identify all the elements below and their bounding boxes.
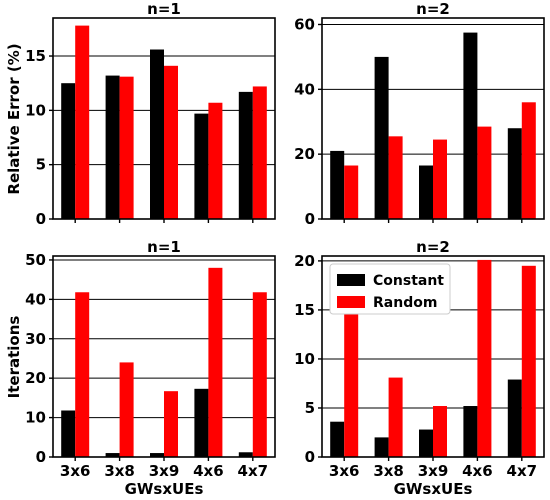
bar-constant-3x6	[330, 421, 345, 457]
y-tick-label: 0	[305, 448, 315, 466]
bar-constant-4x7	[507, 128, 522, 219]
bar-random-4x7	[252, 86, 267, 220]
bar-constant-4x6	[194, 388, 209, 457]
bar-random-3x6	[344, 307, 359, 457]
x-tick-label: 4x7	[507, 462, 538, 480]
bar-random-3x9	[164, 65, 178, 219]
bar-constant-4x7	[507, 379, 522, 457]
x-tick-label: 3x9	[149, 462, 180, 480]
y-axis-label-bottom: Iterations	[5, 316, 23, 399]
bar-constant-3x9	[419, 165, 433, 219]
y-tick-label: 30	[25, 330, 46, 348]
y-tick-label: 15	[294, 301, 315, 319]
bar-constant-3x6	[61, 83, 76, 220]
x-tick-label: 3x9	[418, 462, 449, 480]
y-tick-label: 10	[294, 350, 315, 368]
y-tick-label: 10	[25, 101, 46, 119]
legend-label-constant: Constant	[373, 273, 444, 289]
bar-constant-4x6	[463, 32, 478, 219]
y-tick-label: 0	[36, 448, 46, 466]
x-tick-label: 4x7	[238, 462, 269, 480]
bar-constant-4x6	[463, 406, 478, 457]
y-tick-label: 5	[36, 156, 46, 174]
x-tick-label: 3x8	[104, 462, 135, 480]
y-tick-label: 20	[294, 252, 315, 270]
bar-random-3x8	[388, 136, 403, 219]
bar-random-3x6	[344, 165, 359, 219]
bar-constant-3x8	[374, 437, 389, 457]
bar-constant-3x8	[105, 453, 120, 457]
bar-random-4x6	[208, 102, 223, 219]
bar-random-4x7	[521, 102, 536, 219]
bar-random-4x6	[477, 126, 492, 219]
bar-constant-3x9	[150, 453, 164, 457]
x-tick-label: 4x6	[462, 462, 493, 480]
y-tick-label: 20	[294, 145, 315, 163]
x-tick-label: 3x8	[373, 462, 404, 480]
y-tick-label: 5	[305, 399, 315, 417]
y-tick-label: 0	[305, 210, 315, 228]
bar-random-3x6	[75, 292, 90, 457]
bar-random-3x8	[119, 76, 134, 219]
y-tick-label: 0	[36, 210, 46, 228]
bar-constant-3x6	[61, 410, 76, 457]
panel-title: n=1	[147, 0, 181, 18]
bar-constant-3x6	[330, 150, 345, 219]
bar-constant-3x9	[150, 49, 164, 220]
panel-title: n=2	[416, 238, 450, 256]
bar-random-3x6	[75, 25, 90, 219]
bar-random-3x9	[433, 406, 447, 457]
y-tick-label: 40	[25, 290, 46, 308]
panel-top-right: 0 20 40 60 n=2	[294, 0, 545, 228]
bar-random-3x8	[119, 362, 134, 457]
y-axis-label-top: Relative Error (%)	[5, 43, 23, 194]
x-axis-label: GWsxUEs	[394, 480, 473, 498]
bar-constant-3x9	[419, 429, 433, 457]
bar-random-4x6	[208, 267, 223, 457]
bar-random-3x9	[433, 139, 447, 219]
panel-bottom-right: 3x6 3x8 3x9 4x6 4x7 0 5 10 15 20 n=2 GWsxUEs Constan…	[294, 238, 545, 498]
panel-top-left: 0 5 10 15 n=1	[25, 0, 276, 228]
x-tick-label: 3x6	[329, 462, 360, 480]
y-tick-label: 50	[25, 251, 46, 269]
x-tick-label: 3x6	[60, 462, 91, 480]
bar-random-4x7	[252, 292, 267, 457]
y-tick-label: 20	[25, 369, 46, 387]
bar-constant-4x7	[238, 91, 253, 219]
bar-constant-4x6	[194, 113, 209, 219]
y-tick-label: 10	[25, 409, 46, 427]
legend-swatch-random	[337, 296, 365, 308]
x-tick-label: 4x6	[193, 462, 224, 480]
y-tick-label: 60	[294, 15, 315, 33]
bar-random-4x6	[477, 259, 492, 457]
y-tick-label: 15	[25, 47, 46, 65]
bar-random-3x8	[388, 377, 403, 457]
panel-bottom-left: 3x6 3x8 3x9 4x6 4x7 0 10 20 30 40 50 n=1 GWsxUEs	[25, 238, 276, 498]
panel-title: n=1	[147, 238, 181, 256]
y-tick-label: 40	[294, 80, 315, 98]
legend: Constant Random	[329, 263, 451, 315]
legend-swatch-constant	[337, 274, 365, 286]
x-axis-label: GWsxUEs	[125, 480, 204, 498]
bar-constant-3x8	[374, 56, 389, 219]
bar-constant-3x8	[105, 75, 120, 219]
bar-random-3x9	[164, 391, 178, 457]
panel-title: n=2	[416, 0, 450, 18]
bar-random-4x7	[521, 265, 536, 457]
bar-constant-4x7	[238, 452, 253, 457]
legend-label-random: Random	[373, 295, 437, 311]
